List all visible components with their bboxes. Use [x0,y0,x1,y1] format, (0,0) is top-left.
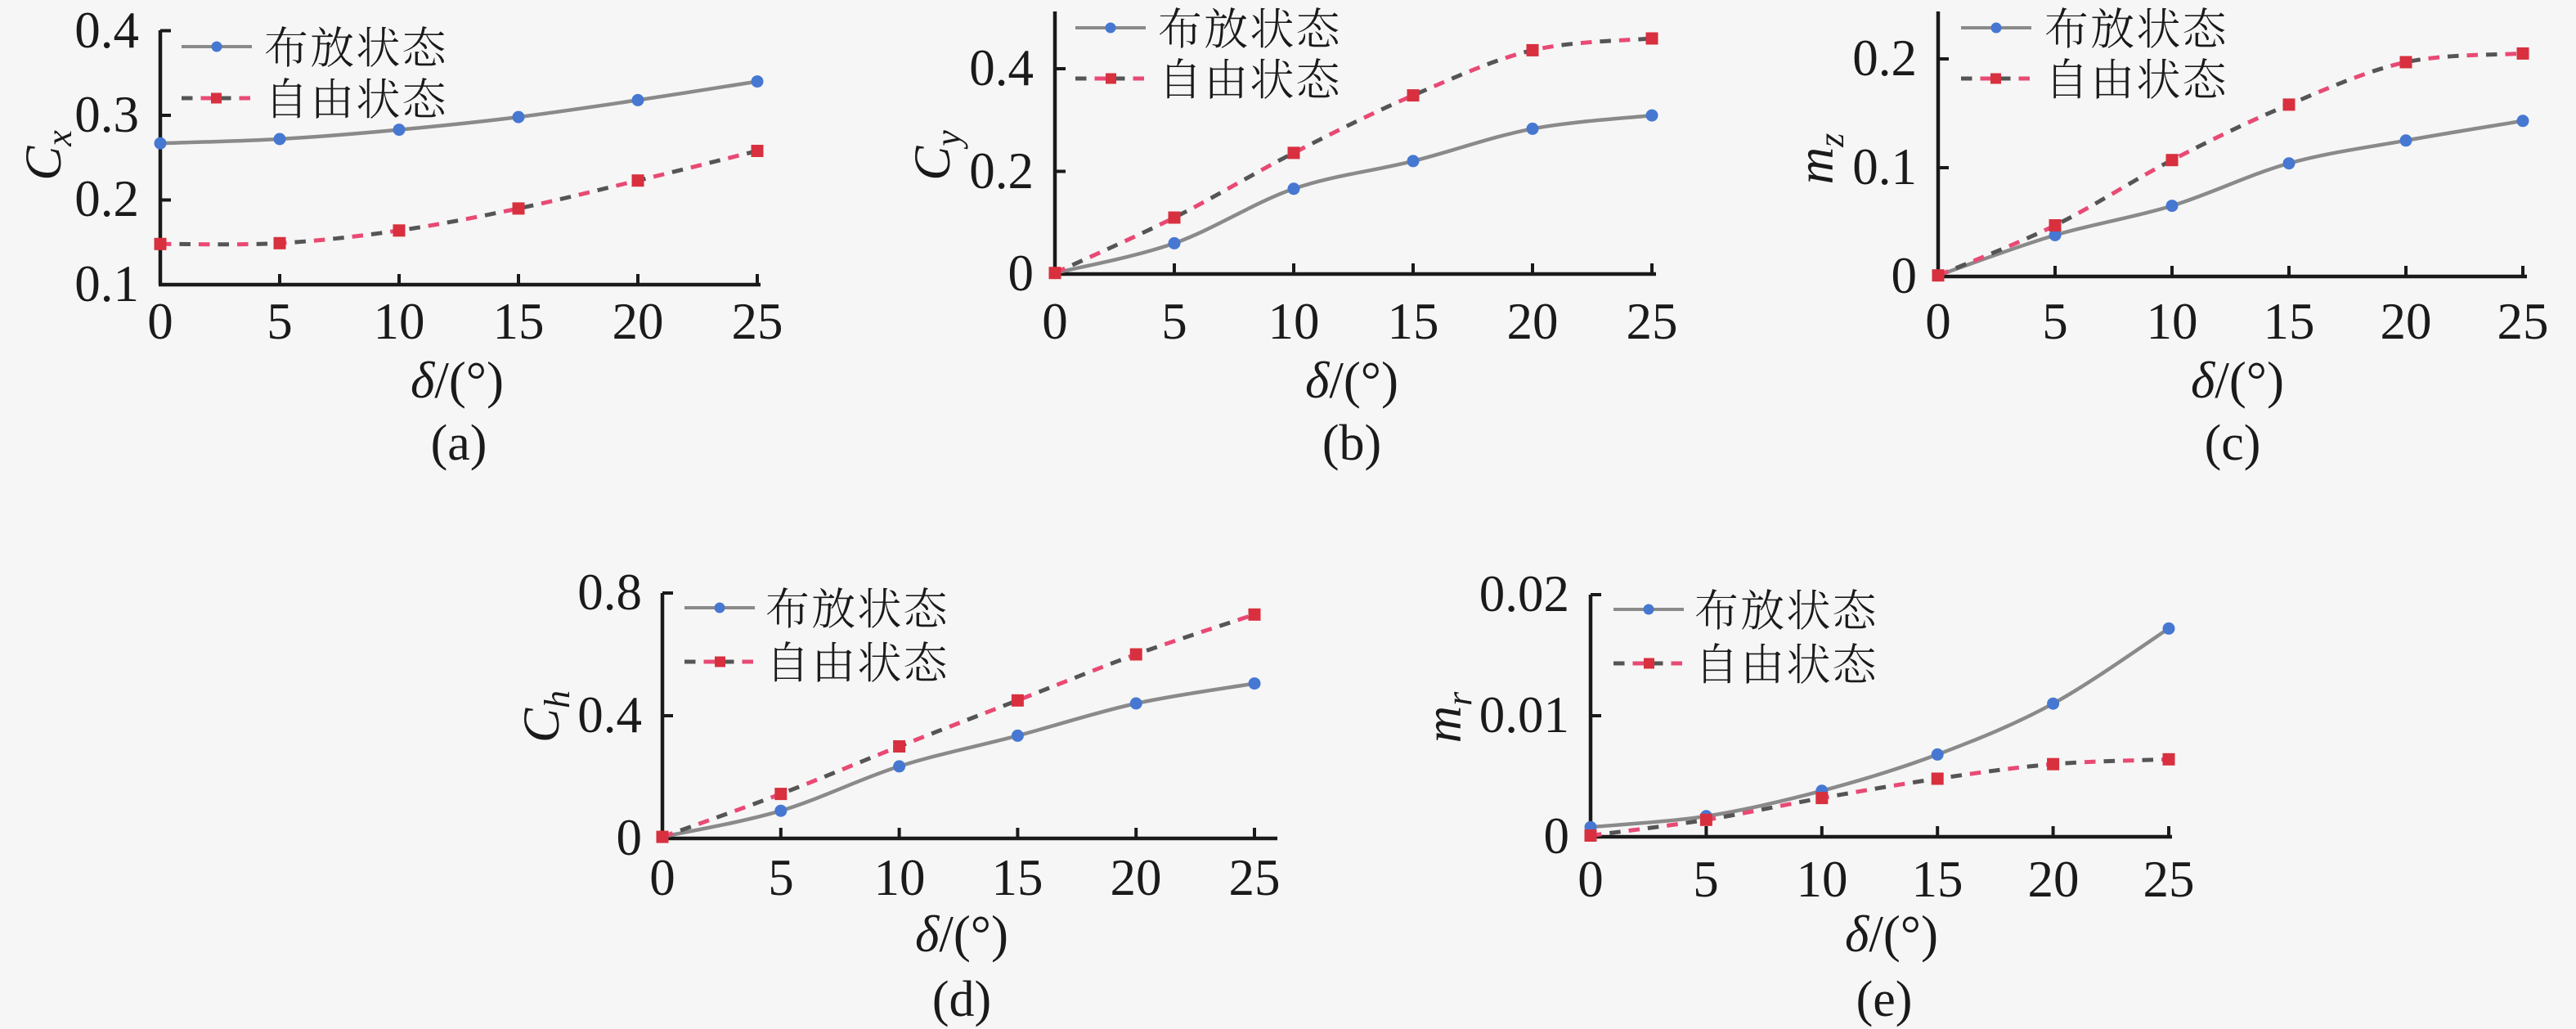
svg-text:0.4: 0.4 [577,686,642,744]
svg-text:15: 15 [2264,293,2315,350]
svg-text:0: 0 [1892,247,1918,304]
svg-text:0: 0 [147,293,173,350]
svg-text:0.2: 0.2 [969,142,1034,200]
svg-text:0: 0 [1008,245,1034,302]
svg-text:15: 15 [1388,293,1439,350]
svg-text:10: 10 [874,849,926,906]
svg-text:25: 25 [2497,293,2549,350]
svg-text:(b): (b) [1322,416,1381,471]
svg-text:0.01: 0.01 [1479,686,1569,744]
svg-text:0: 0 [1577,851,1604,908]
svg-text:0.2: 0.2 [74,170,139,227]
svg-text:δ/(°): δ/(°) [1305,352,1398,409]
svg-text:δ/(°): δ/(°) [915,905,1008,963]
svg-text:20: 20 [2381,293,2432,350]
svg-text:20: 20 [1507,293,1559,350]
svg-text:5: 5 [1161,293,1187,350]
svg-text:25: 25 [732,293,783,350]
svg-text:(d): (d) [932,972,991,1027]
svg-text:0.3: 0.3 [74,86,139,143]
svg-text:5: 5 [2042,293,2068,350]
svg-text:5: 5 [1693,851,1719,908]
svg-text:(c): (c) [2205,416,2261,471]
svg-text:15: 15 [992,849,1043,906]
svg-text:10: 10 [1268,293,1320,350]
svg-text:0.4: 0.4 [969,39,1034,97]
svg-text:10: 10 [2147,293,2198,350]
svg-text:5: 5 [267,293,293,350]
svg-text:0.02: 0.02 [1479,565,1569,622]
svg-text:15: 15 [1912,851,1963,908]
svg-text:20: 20 [613,293,664,350]
svg-text:25: 25 [1229,849,1281,906]
svg-text:5: 5 [768,849,794,906]
svg-text:0: 0 [1925,293,1951,350]
svg-text:0.8: 0.8 [577,564,642,621]
svg-text:0: 0 [1544,807,1570,865]
svg-text:Cy: Cy [904,130,968,181]
svg-text:25: 25 [1627,293,1678,350]
svg-text:10: 10 [1797,851,1848,908]
svg-text:15: 15 [493,293,545,350]
svg-text:δ/(°): δ/(°) [2191,352,2284,409]
svg-text:0.2: 0.2 [1852,29,1917,87]
svg-text:0: 0 [1042,293,1068,350]
svg-text:0.1: 0.1 [74,255,139,312]
svg-text:0.4: 0.4 [74,2,139,59]
svg-text:(e): (e) [1856,972,1913,1027]
svg-text:10: 10 [374,293,425,350]
svg-text:20: 20 [1111,849,1162,906]
svg-text:0: 0 [617,809,643,866]
svg-text:0.1: 0.1 [1852,138,1917,195]
svg-text:20: 20 [2028,851,2080,908]
svg-text:δ/(°): δ/(°) [1845,905,1938,963]
svg-text:0: 0 [649,849,675,906]
svg-text:δ/(°): δ/(°) [411,352,504,409]
svg-text:25: 25 [2143,851,2195,908]
svg-text:(a): (a) [431,416,487,471]
